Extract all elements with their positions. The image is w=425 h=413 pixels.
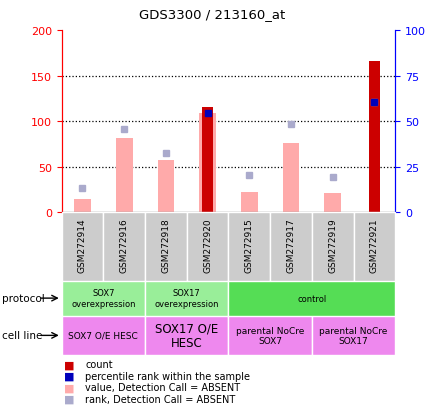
Text: cell line: cell line	[2, 330, 42, 341]
Bar	[62, 213, 103, 281]
Text: GSM272916: GSM272916	[120, 218, 129, 272]
Bar	[145, 316, 229, 355]
Text: parental NoCre
SOX7: parental NoCre SOX7	[236, 326, 304, 345]
Text: SOX17
overexpression: SOX17 overexpression	[154, 289, 219, 308]
Bar	[312, 316, 395, 355]
Text: GSM272917: GSM272917	[286, 218, 295, 272]
Bar	[229, 281, 395, 316]
Bar	[312, 213, 354, 281]
Text: SOX17 O/E
HESC: SOX17 O/E HESC	[155, 322, 218, 349]
Text: count: count	[85, 359, 113, 369]
Bar	[202, 108, 213, 213]
Text: value, Detection Call = ABSENT: value, Detection Call = ABSENT	[85, 382, 240, 392]
Text: GSM272918: GSM272918	[162, 218, 170, 272]
Text: GSM272920: GSM272920	[203, 218, 212, 272]
Bar	[270, 213, 312, 281]
Text: ■: ■	[64, 394, 74, 404]
Bar	[62, 316, 145, 355]
Text: GDS3300 / 213160_at: GDS3300 / 213160_at	[139, 8, 286, 21]
Text: GSM272915: GSM272915	[245, 218, 254, 272]
Text: ■: ■	[64, 359, 74, 369]
Text: GSM272919: GSM272919	[328, 218, 337, 272]
Text: rank, Detection Call = ABSENT: rank, Detection Call = ABSENT	[85, 394, 235, 404]
Text: GSM272914: GSM272914	[78, 218, 87, 272]
Bar	[116, 139, 133, 213]
Bar	[229, 213, 270, 281]
Text: percentile rank within the sample: percentile rank within the sample	[85, 371, 250, 381]
Bar	[62, 281, 145, 316]
Text: ■: ■	[64, 382, 74, 392]
Text: control: control	[297, 294, 326, 303]
Bar	[199, 114, 216, 213]
Bar	[187, 213, 229, 281]
Text: GSM272921: GSM272921	[370, 218, 379, 272]
Text: SOX7 O/E HESC: SOX7 O/E HESC	[68, 331, 138, 340]
Bar	[354, 213, 395, 281]
Text: SOX7
overexpression: SOX7 overexpression	[71, 289, 136, 308]
Text: parental NoCre
SOX17: parental NoCre SOX17	[319, 326, 388, 345]
Bar	[229, 316, 312, 355]
Bar	[74, 199, 91, 213]
Bar	[145, 213, 187, 281]
Bar	[158, 161, 174, 213]
Bar	[145, 281, 229, 316]
Bar	[103, 213, 145, 281]
Text: protocol: protocol	[2, 293, 45, 304]
Bar	[283, 144, 299, 213]
Bar	[241, 193, 258, 213]
Bar	[324, 194, 341, 213]
Text: ■: ■	[64, 371, 74, 381]
Bar	[368, 62, 380, 213]
